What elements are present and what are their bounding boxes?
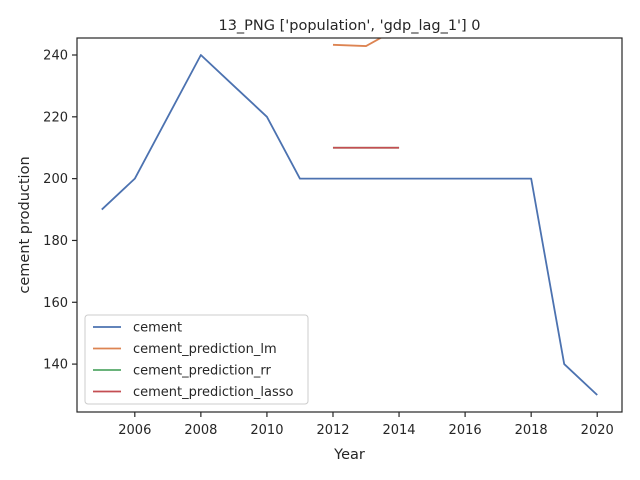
- y-axis-label: cement production: [17, 156, 33, 293]
- x-tick-label: 2008: [184, 423, 217, 438]
- x-tick-label: 2006: [118, 423, 151, 438]
- x-tick-label: 2014: [382, 423, 415, 438]
- series-line-cement-prediction-lm: [332, 38, 383, 47]
- legend-box: [84, 314, 309, 405]
- y-tick-label: 160: [43, 296, 68, 311]
- y-tick-label: 180: [43, 234, 68, 249]
- x-tick-label: 2010: [250, 423, 283, 438]
- y-tick-label: 240: [43, 49, 68, 64]
- x-axis-ticks: 2006 2008 2010 2012 2014 2016 2018 2020: [118, 412, 614, 438]
- plot-frame: [76, 37, 623, 413]
- legend-entry-label: cement_prediction_lasso: [133, 385, 293, 400]
- legend-entry-label: cement_prediction_rr: [133, 364, 271, 379]
- x-tick-label: 2020: [581, 423, 614, 438]
- y-tick-label: 140: [43, 358, 68, 373]
- series-lines: [101, 38, 598, 396]
- chart-title: 13_PNG ['population', 'gdp_lag_1'] 0: [218, 18, 480, 34]
- x-axis-label: Year: [333, 447, 365, 463]
- y-tick-label: 200: [43, 172, 68, 187]
- y-axis-ticks: 140 160 180 200 220 240: [43, 49, 77, 373]
- series-line-cement: [101, 54, 598, 396]
- legend-entry-label: cement_prediction_lm: [133, 342, 277, 357]
- x-tick-label: 2018: [515, 423, 548, 438]
- legend: cement cement_prediction_lm cement_predict…: [84, 314, 309, 405]
- y-tick-label: 220: [43, 110, 68, 125]
- legend-entry-label: cement: [133, 321, 182, 336]
- x-tick-label: 2012: [316, 423, 349, 438]
- x-tick-label: 2016: [449, 423, 482, 438]
